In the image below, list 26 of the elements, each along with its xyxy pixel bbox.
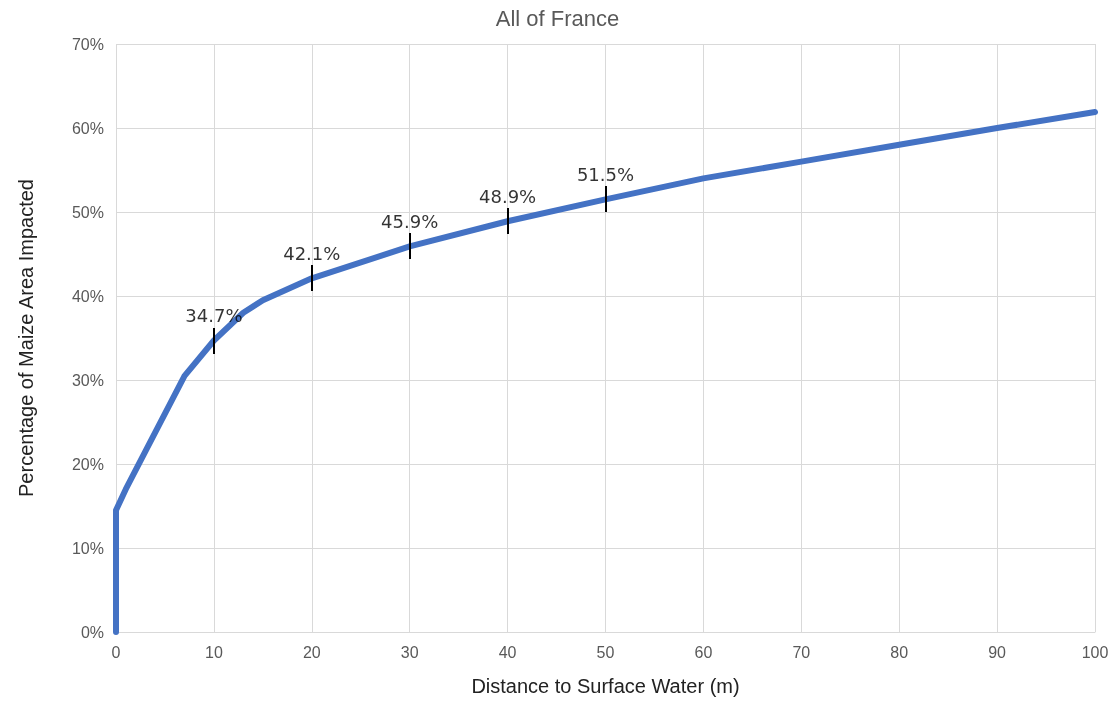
x-tick-label: 60 [694,643,713,661]
x-tick-label: 80 [890,643,909,661]
x-tick-label: 0 [111,643,121,661]
y-tick-label: 10% [71,539,104,557]
y-tick-label: 60% [71,119,104,137]
x-tick-label: 90 [988,643,1007,661]
x-tick-label: 30 [400,643,419,661]
x-tick-label: 100 [1081,643,1109,661]
x-axis-title: Distance to Surface Water (m) [471,675,740,697]
y-tick-label: 40% [71,287,104,305]
y-tick-label: 50% [71,203,104,221]
annotation: 42.1% [283,242,341,264]
annotation: 48.9% [479,185,537,207]
x-tick-label: 40 [498,643,517,661]
x-tick-label: 50 [596,643,615,661]
chart-title: All of France [495,5,620,31]
x-tick-label: 70 [792,643,811,661]
y-tick-label: 0% [80,623,104,641]
annotation: 51.5% [576,163,635,185]
x-tick-label: 20 [302,643,321,661]
y-tick-label: 30% [71,371,104,389]
y-tick-label: 70% [71,35,104,53]
x-tick-label: 10 [205,643,223,661]
y-axis-title: Percentage of Maize Area Impacted [15,179,37,497]
y-tick-label: 20% [71,455,104,473]
annotation: 45.9% [381,210,439,232]
